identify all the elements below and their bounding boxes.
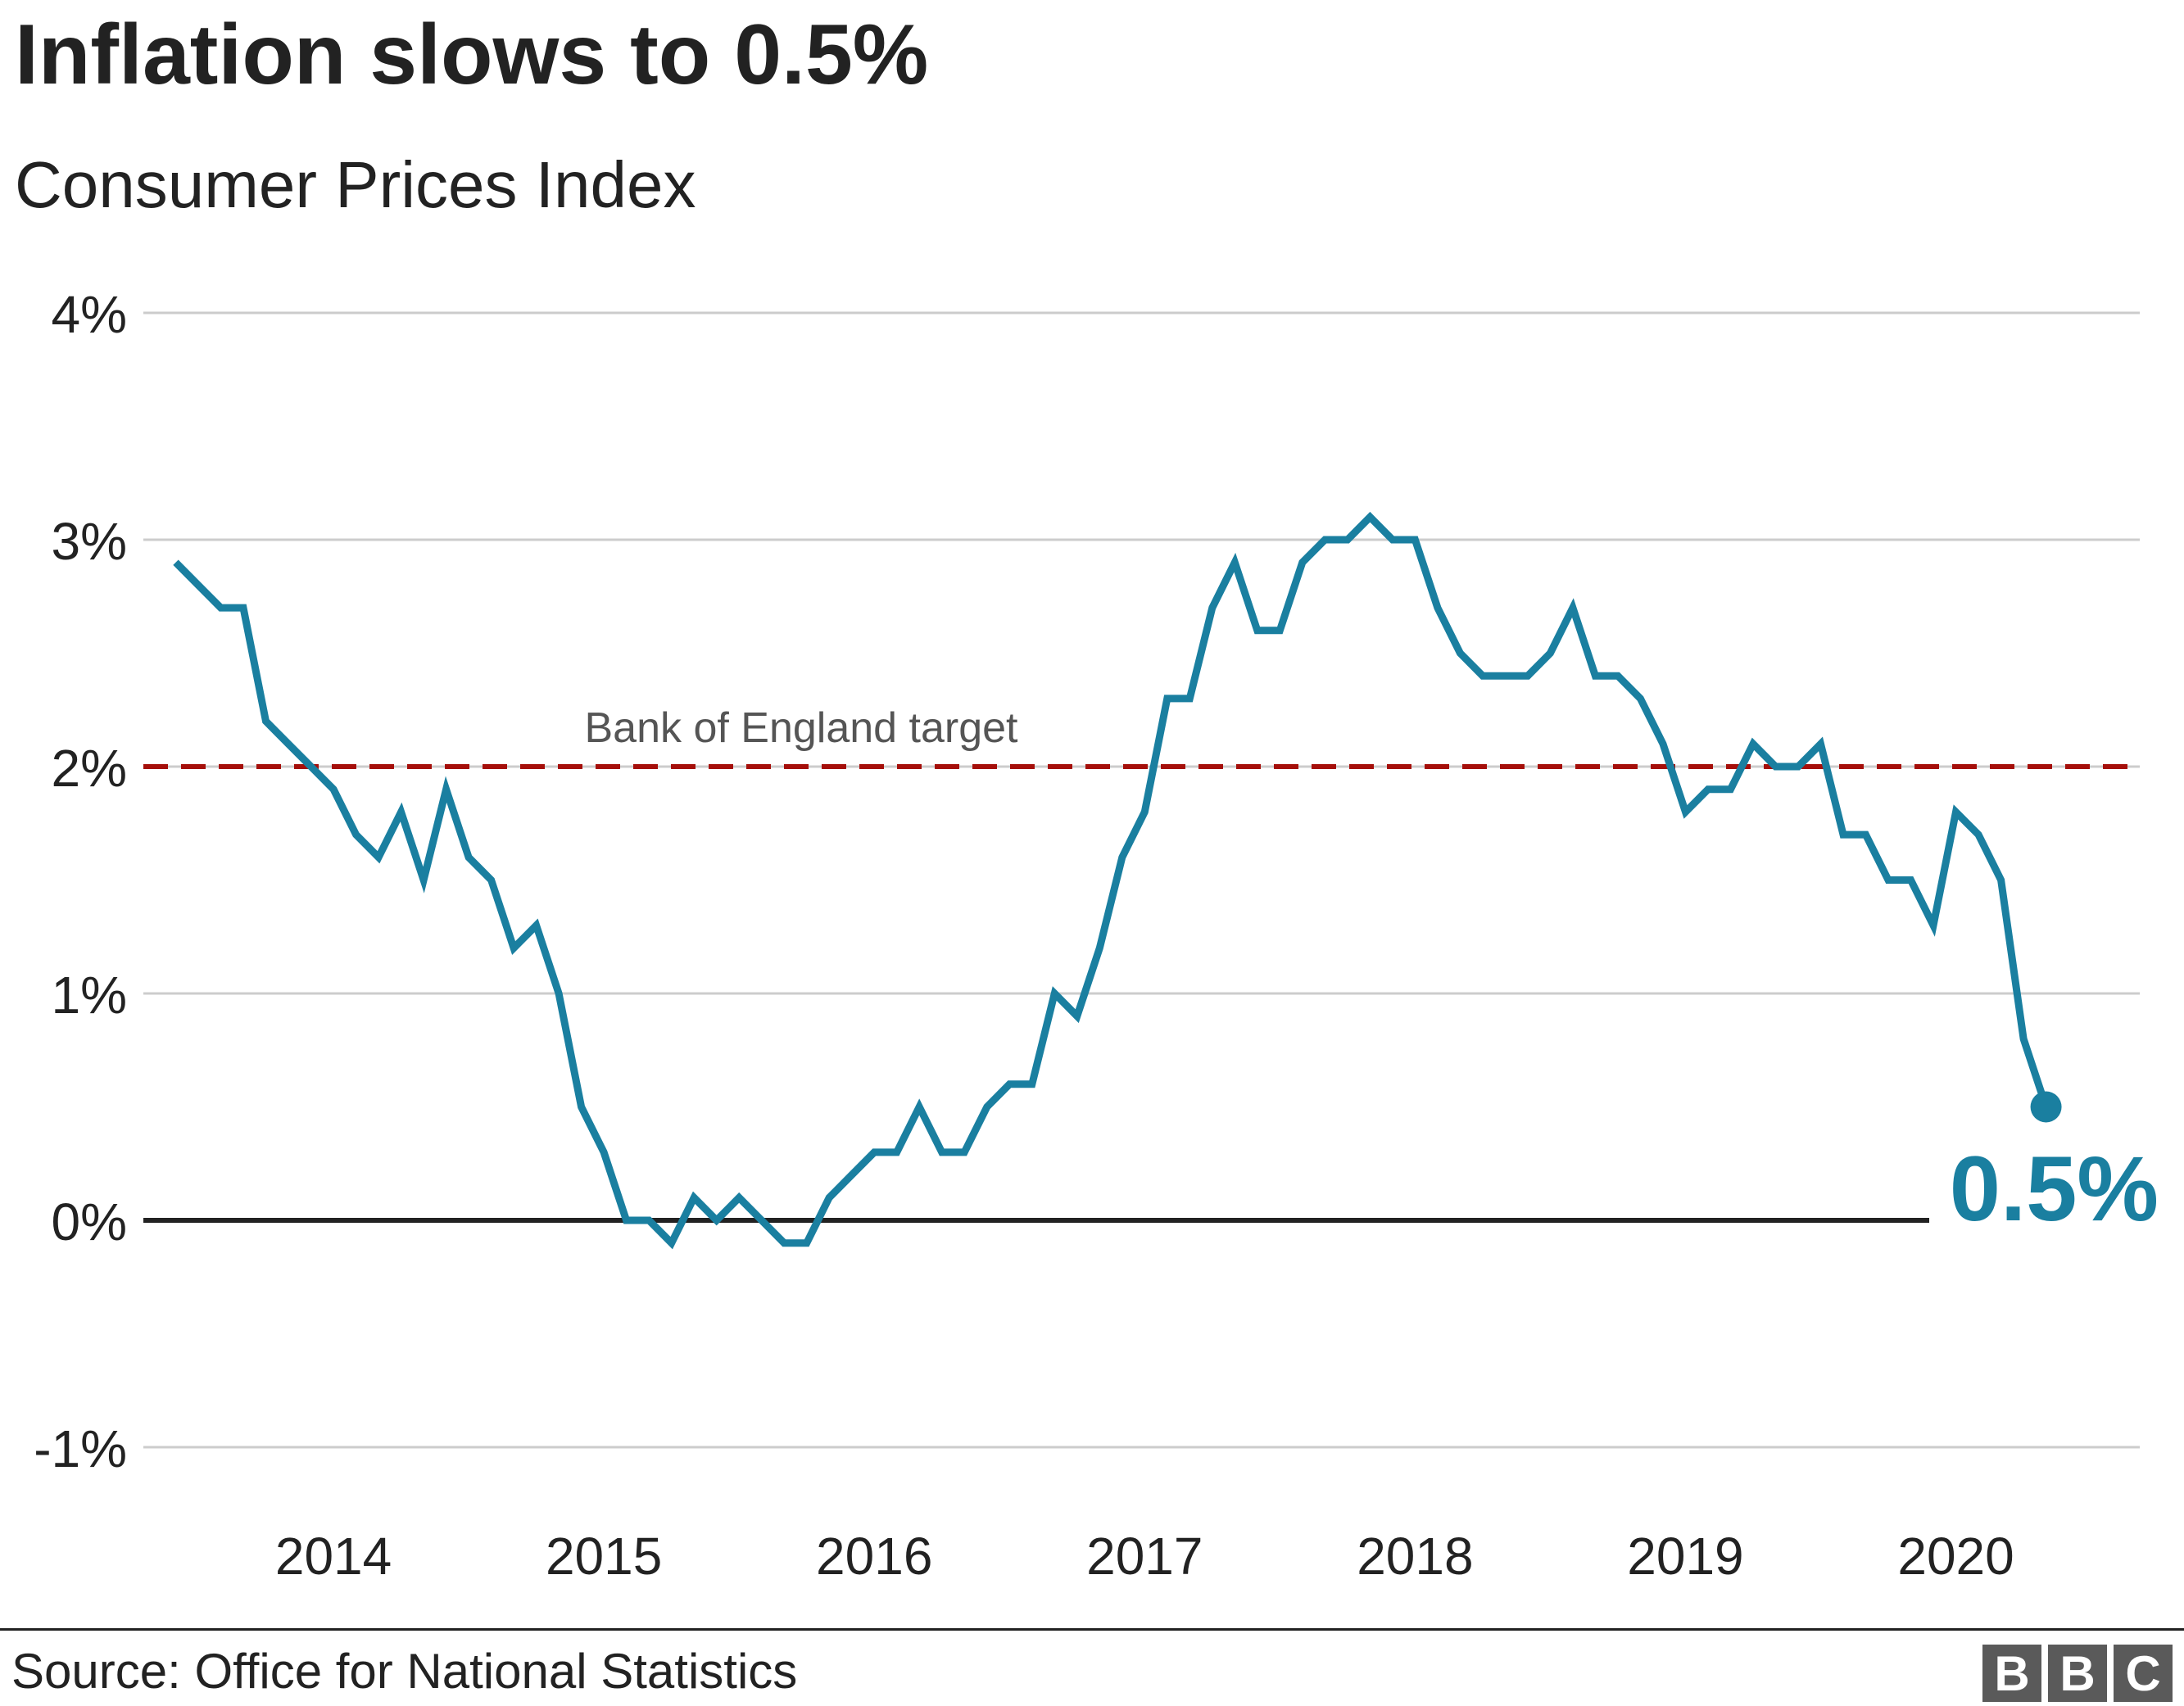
x-tick-label: 2014 [275,1527,392,1586]
footer-divider [0,1628,2184,1631]
y-tick-label: 1% [52,966,128,1025]
x-tick-label: 2018 [1357,1527,1473,1586]
line-chart: 4% 3% 2% 1% 0% -1% 2014 2015 2016 2017 2018 2019 202… [34,285,2159,1586]
bbc-logo-b1: B [1982,1645,2041,1702]
chart-title: Inflation slows to 0.5% [15,7,929,102]
bbc-logo-c: C [2114,1645,2173,1702]
y-tick-label: -1% [34,1419,127,1478]
y-tick-label: 4% [52,285,128,344]
end-value-label: 0.5% [1950,1138,2159,1240]
x-tick-label: 2019 [1627,1527,1743,1586]
x-tick-label: 2016 [816,1527,932,1586]
y-tick-label: 3% [52,512,128,571]
target-line-label: Bank of England target [584,704,1018,752]
bbc-logo: B B C [1982,1645,2173,1702]
x-tick-label: 2020 [1897,1527,2014,1586]
x-tick-label: 2017 [1086,1527,1203,1586]
source-note: Source: Office for National Statistics [11,1644,798,1699]
y-tick-label: 2% [52,739,128,798]
end-point-marker [2030,1091,2062,1123]
x-tick-label: 2015 [546,1527,662,1586]
bbc-logo-b2: B [2048,1645,2107,1702]
chart-subtitle: Consumer Prices Index [15,148,696,221]
y-tick-label: 0% [52,1192,128,1251]
series-line [173,511,2050,1250]
